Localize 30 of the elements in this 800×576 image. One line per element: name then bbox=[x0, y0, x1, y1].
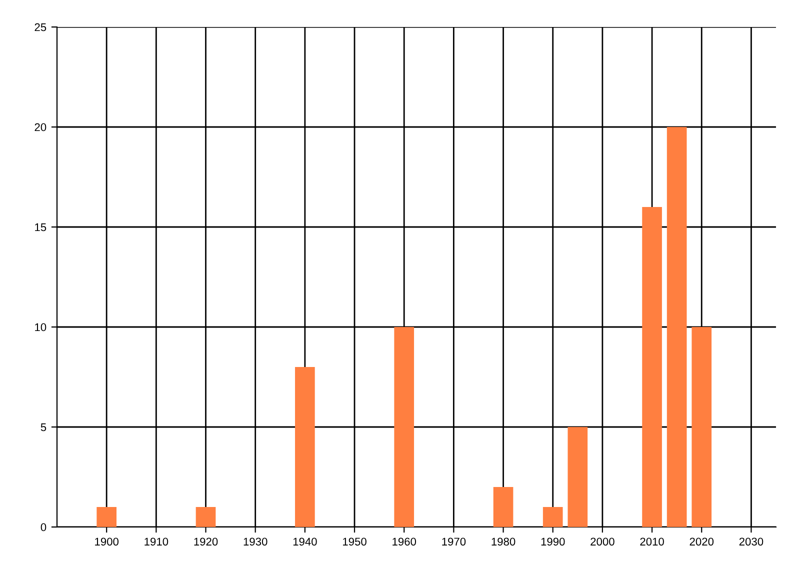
bar bbox=[295, 367, 315, 527]
x-tick-label: 2020 bbox=[690, 538, 714, 546]
x-tick-label: 1950 bbox=[343, 538, 366, 546]
y-tick-label: 10 bbox=[35, 323, 46, 332]
x-tick-label: 2000 bbox=[590, 538, 614, 546]
y-tick-label: 15 bbox=[35, 223, 46, 232]
x-tick-label: 1930 bbox=[244, 538, 268, 546]
bar bbox=[394, 327, 414, 527]
x-tick-label: 2010 bbox=[640, 538, 664, 546]
y-tick-label: 20 bbox=[34, 123, 46, 132]
bar bbox=[568, 427, 588, 527]
bar bbox=[542, 507, 563, 527]
x-tick-label: 1980 bbox=[492, 538, 516, 546]
bar bbox=[493, 487, 514, 527]
x-tick-label: 1920 bbox=[194, 538, 218, 546]
x-tick-label: 1910 bbox=[144, 538, 168, 546]
bar bbox=[642, 207, 662, 527]
x-tick-label: 1960 bbox=[392, 538, 416, 546]
bar bbox=[196, 507, 216, 527]
bar bbox=[666, 127, 687, 527]
x-tick-label: 1940 bbox=[293, 538, 317, 546]
bar bbox=[96, 507, 117, 527]
x-tick-label: 1900 bbox=[95, 538, 119, 546]
x-tick-label: 1990 bbox=[541, 538, 565, 546]
y-tick-label: 5 bbox=[40, 423, 46, 432]
bar bbox=[692, 327, 712, 527]
x-tick-label: 2030 bbox=[739, 538, 764, 546]
x-tick-label: 1970 bbox=[442, 538, 466, 546]
y-tick-label: 25 bbox=[34, 23, 46, 32]
y-tick-label: 0 bbox=[40, 523, 46, 532]
